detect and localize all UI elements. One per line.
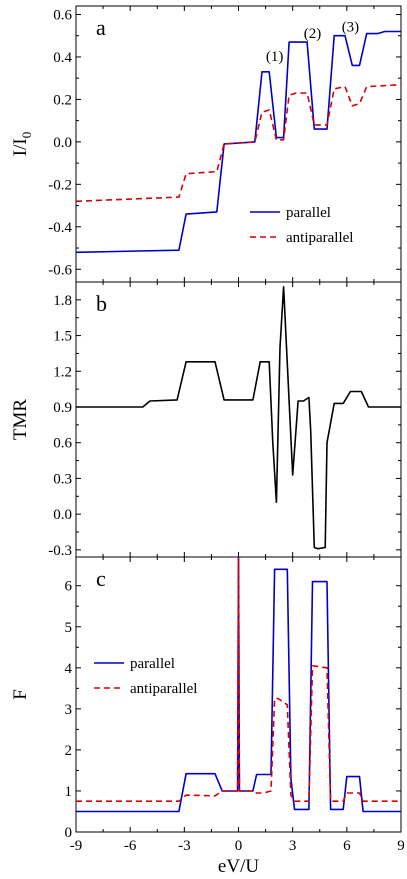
series-line-c-antiparallel xyxy=(76,556,401,802)
series-line-a-parallel xyxy=(75,30,401,254)
x-tick-label: 3 xyxy=(289,838,297,854)
y-tick-label: -0.4 xyxy=(48,220,72,236)
legend-label-parallel: parallel xyxy=(130,656,175,672)
y-axis-label: I/I0 xyxy=(10,132,34,156)
x-tick-label: -3 xyxy=(178,838,191,854)
labels: -0.6 -0.4 -0.2 0.0 0.2 0.4 0.6 a I/I0 (1) (2) (3) pa… xyxy=(10,7,405,877)
series-line-b xyxy=(76,286,401,550)
y-axis-label: TMR xyxy=(10,399,31,441)
y-tick-label: 1.2 xyxy=(53,364,72,380)
y-tick-label: 0.6 xyxy=(53,436,72,452)
y-tick-label: 3 xyxy=(65,702,73,718)
panel-label: c xyxy=(96,566,106,591)
x-axis-label: eV/U xyxy=(218,856,259,877)
y-tick-label: -0.3 xyxy=(48,543,72,559)
legend-label-antiparallel: antiparallel xyxy=(130,681,197,697)
x-tick-label: 6 xyxy=(343,838,351,854)
annotation: (3) xyxy=(342,19,360,35)
x-tick-label: -9 xyxy=(70,838,83,854)
y-tick-label: 1.8 xyxy=(53,293,72,309)
y-tick-label: 6 xyxy=(65,579,73,595)
y-tick-label: 0.0 xyxy=(53,135,72,151)
y-tick-label: 0.3 xyxy=(53,471,72,487)
y-tick-label: 0 xyxy=(65,825,73,841)
y-tick-label: 4 xyxy=(65,661,73,677)
panel-label: a xyxy=(96,15,106,40)
y-tick-label: 0.0 xyxy=(53,507,72,523)
y-axis-label: F xyxy=(10,689,31,700)
y-tick-label: -0.6 xyxy=(48,262,72,278)
annotation: (1) xyxy=(266,49,284,65)
x-tick-label: 0 xyxy=(235,838,243,854)
x-tick-label: 9 xyxy=(397,838,405,854)
y-tick-label: 5 xyxy=(65,620,73,636)
data-lines xyxy=(75,30,402,813)
axis-ticks xyxy=(75,6,402,833)
y-tick-label: 0.6 xyxy=(53,7,72,23)
y-tick-label: 0.2 xyxy=(53,92,72,108)
y-axis-label-subscript: 0 xyxy=(19,132,34,139)
y-tick-label: -0.2 xyxy=(48,177,72,193)
y-tick-label: 1 xyxy=(65,784,73,800)
legend-label-antiparallel: antiparallel xyxy=(286,230,353,246)
y-tick-label: 0.4 xyxy=(53,50,72,66)
y-tick-label: 0.9 xyxy=(53,400,72,416)
panel-label: b xyxy=(96,291,107,316)
panel-frame-b xyxy=(75,281,402,558)
annotation: (2) xyxy=(304,26,322,42)
y-tick-label: 2 xyxy=(65,743,73,759)
y-tick-label: 1.5 xyxy=(53,329,72,345)
x-tick-label: -6 xyxy=(124,838,137,854)
legend-label-parallel: parallel xyxy=(286,205,331,221)
series-line-a-antiparallel xyxy=(75,83,402,203)
